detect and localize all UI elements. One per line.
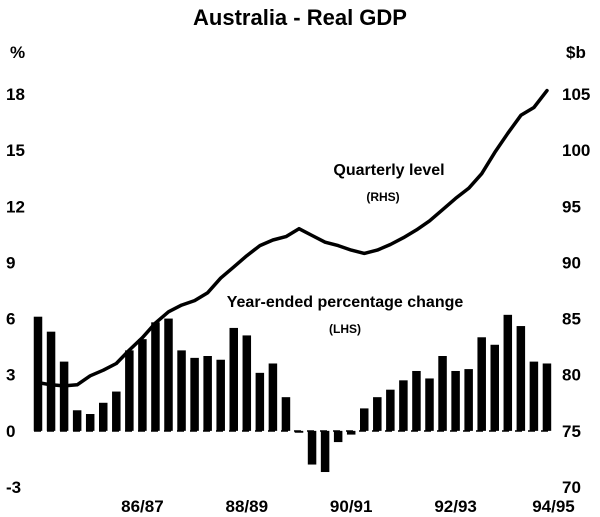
right-tick-label: 80: [562, 366, 581, 385]
bar: [386, 389, 395, 431]
left-tick-label: 12: [6, 197, 25, 216]
line-annotation: Quarterly level: [333, 162, 444, 179]
bar: [451, 370, 460, 431]
bar: [516, 326, 526, 431]
bar: [72, 410, 82, 431]
x-tick-label: 88/89: [226, 497, 269, 516]
bar: [307, 430, 317, 465]
bar-annotation: Year-ended percentage change: [227, 294, 464, 311]
right-tick-label: 90: [562, 253, 581, 272]
right-axis-ticks: 105 100 95 90 85 80 75 70: [562, 85, 590, 497]
chart-title: Australia - Real GDP: [193, 5, 407, 30]
bar: [294, 430, 304, 433]
x-axis-tick-labels: 86/87 88/89 90/91 92/93 94/95: [121, 497, 575, 516]
bar: [164, 318, 173, 431]
bar: [503, 314, 513, 431]
bar: [59, 361, 69, 431]
right-tick-label: 100: [562, 141, 590, 160]
right-tick-label: 75: [562, 422, 581, 441]
bar: [529, 361, 539, 431]
bar-axis-note: (LHS): [329, 322, 361, 336]
bar: [412, 370, 421, 431]
left-axis-ticks: 18 15 12 9 6 3 0 -3: [6, 85, 25, 497]
x-tick-label: 86/87: [121, 497, 164, 516]
bar: [438, 356, 447, 431]
bar: [477, 337, 486, 431]
bar: [190, 357, 199, 431]
bar: [203, 356, 212, 431]
bar: [373, 397, 382, 431]
right-tick-label: 95: [562, 197, 581, 216]
bar: [281, 397, 291, 431]
line-axis-note: (RHS): [366, 190, 399, 204]
bar: [333, 430, 343, 443]
right-axis-unit: $b: [566, 43, 586, 62]
bar: [99, 402, 108, 431]
bar: [46, 331, 56, 431]
x-tick-label: 94/95: [532, 497, 575, 516]
bar: [360, 408, 369, 431]
left-tick-label: 6: [6, 310, 15, 329]
right-tick-label: 85: [562, 310, 581, 329]
left-tick-label: 18: [6, 85, 25, 104]
bar: [216, 359, 225, 431]
left-axis-unit: %: [10, 43, 25, 62]
bar: [425, 378, 434, 431]
bar: [490, 344, 499, 431]
x-tick-label: 92/93: [434, 497, 477, 516]
left-tick-label: -3: [6, 478, 21, 497]
bar: [229, 327, 238, 431]
x-tick-label: 90/91: [330, 497, 373, 516]
bar: [112, 391, 121, 431]
bar: [255, 372, 265, 431]
bar: [320, 430, 330, 473]
bar: [542, 363, 552, 431]
left-tick-label: 15: [6, 141, 25, 160]
bar: [85, 414, 95, 431]
bar: [242, 335, 252, 431]
bar: [346, 430, 356, 435]
bar: [125, 350, 134, 431]
right-tick-label: 70: [562, 478, 581, 497]
left-tick-label: 0: [6, 422, 15, 441]
bar: [151, 322, 160, 431]
right-tick-label: 105: [562, 85, 590, 104]
left-tick-label: 3: [6, 366, 15, 385]
bar: [177, 350, 186, 431]
bar-series: [33, 314, 552, 473]
quarterly-level-line: [36, 88, 549, 388]
bar: [268, 363, 278, 431]
bar: [399, 380, 408, 431]
left-tick-label: 9: [6, 253, 15, 272]
bar: [138, 339, 147, 431]
bar: [33, 316, 43, 431]
bar: [464, 369, 473, 431]
